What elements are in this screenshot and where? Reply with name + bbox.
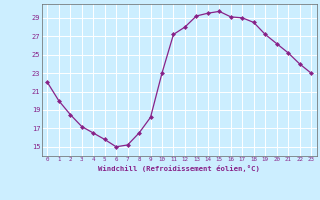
X-axis label: Windchill (Refroidissement éolien,°C): Windchill (Refroidissement éolien,°C) bbox=[98, 165, 260, 172]
